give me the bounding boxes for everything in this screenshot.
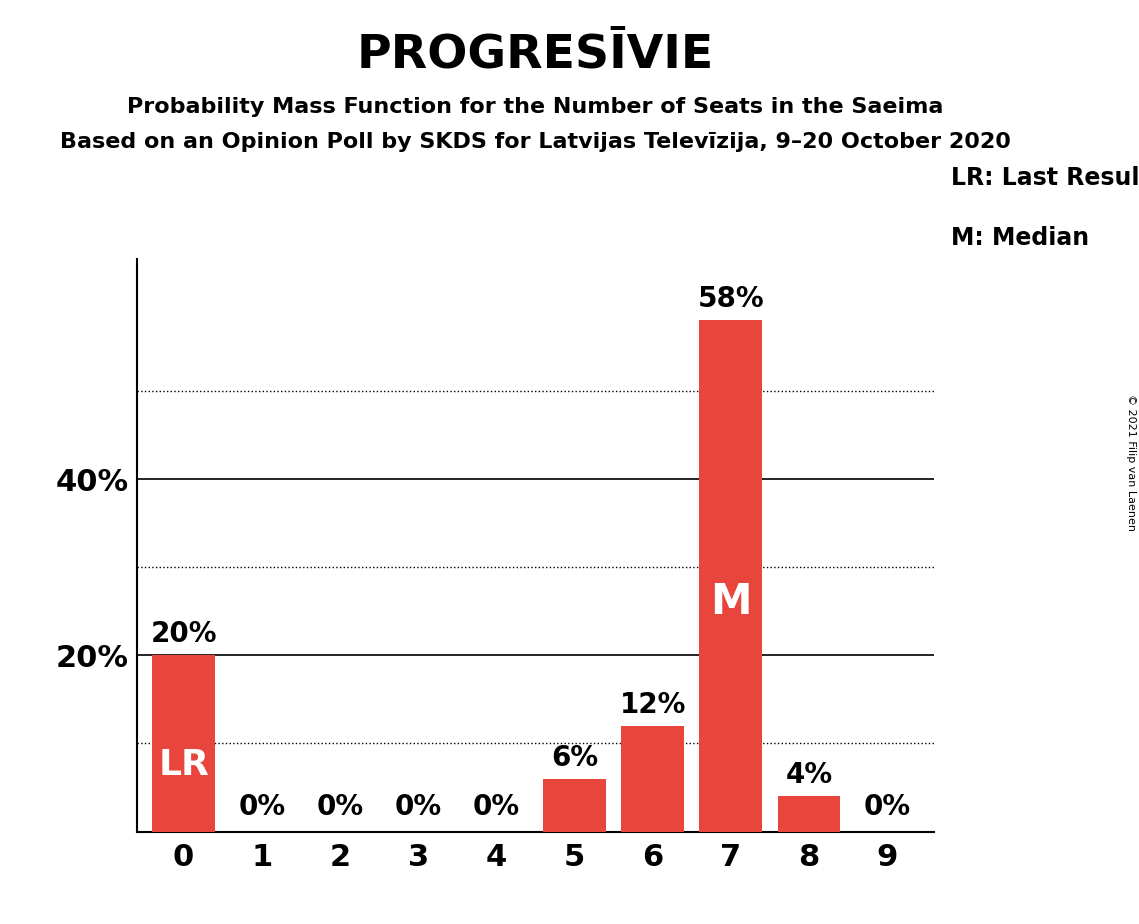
Text: LR: LR: [158, 748, 210, 782]
Bar: [543, 779, 606, 832]
Text: 0%: 0%: [317, 793, 363, 821]
Text: 12%: 12%: [620, 691, 686, 719]
Bar: [621, 726, 683, 832]
Text: 0%: 0%: [473, 793, 519, 821]
Bar: [699, 321, 762, 832]
Text: © 2021 Filip van Laenen: © 2021 Filip van Laenen: [1126, 394, 1136, 530]
Text: 0%: 0%: [863, 793, 911, 821]
Text: 6%: 6%: [551, 744, 598, 772]
Text: 20%: 20%: [150, 620, 216, 649]
Text: LR: Last Result: LR: Last Result: [951, 166, 1139, 190]
Text: 0%: 0%: [238, 793, 285, 821]
Text: 58%: 58%: [697, 286, 764, 313]
Text: 0%: 0%: [394, 793, 442, 821]
Text: PROGRESĪVIE: PROGRESĪVIE: [357, 32, 714, 78]
Bar: [153, 655, 215, 832]
Text: Based on an Opinion Poll by SKDS for Latvijas Televīzija, 9–20 October 2020: Based on an Opinion Poll by SKDS for Lat…: [60, 132, 1010, 152]
Bar: [778, 796, 841, 832]
Text: M: M: [710, 580, 752, 623]
Text: M: Median: M: Median: [951, 226, 1089, 250]
Text: Probability Mass Function for the Number of Seats in the Saeima: Probability Mass Function for the Number…: [128, 97, 943, 117]
Text: 4%: 4%: [786, 761, 833, 789]
